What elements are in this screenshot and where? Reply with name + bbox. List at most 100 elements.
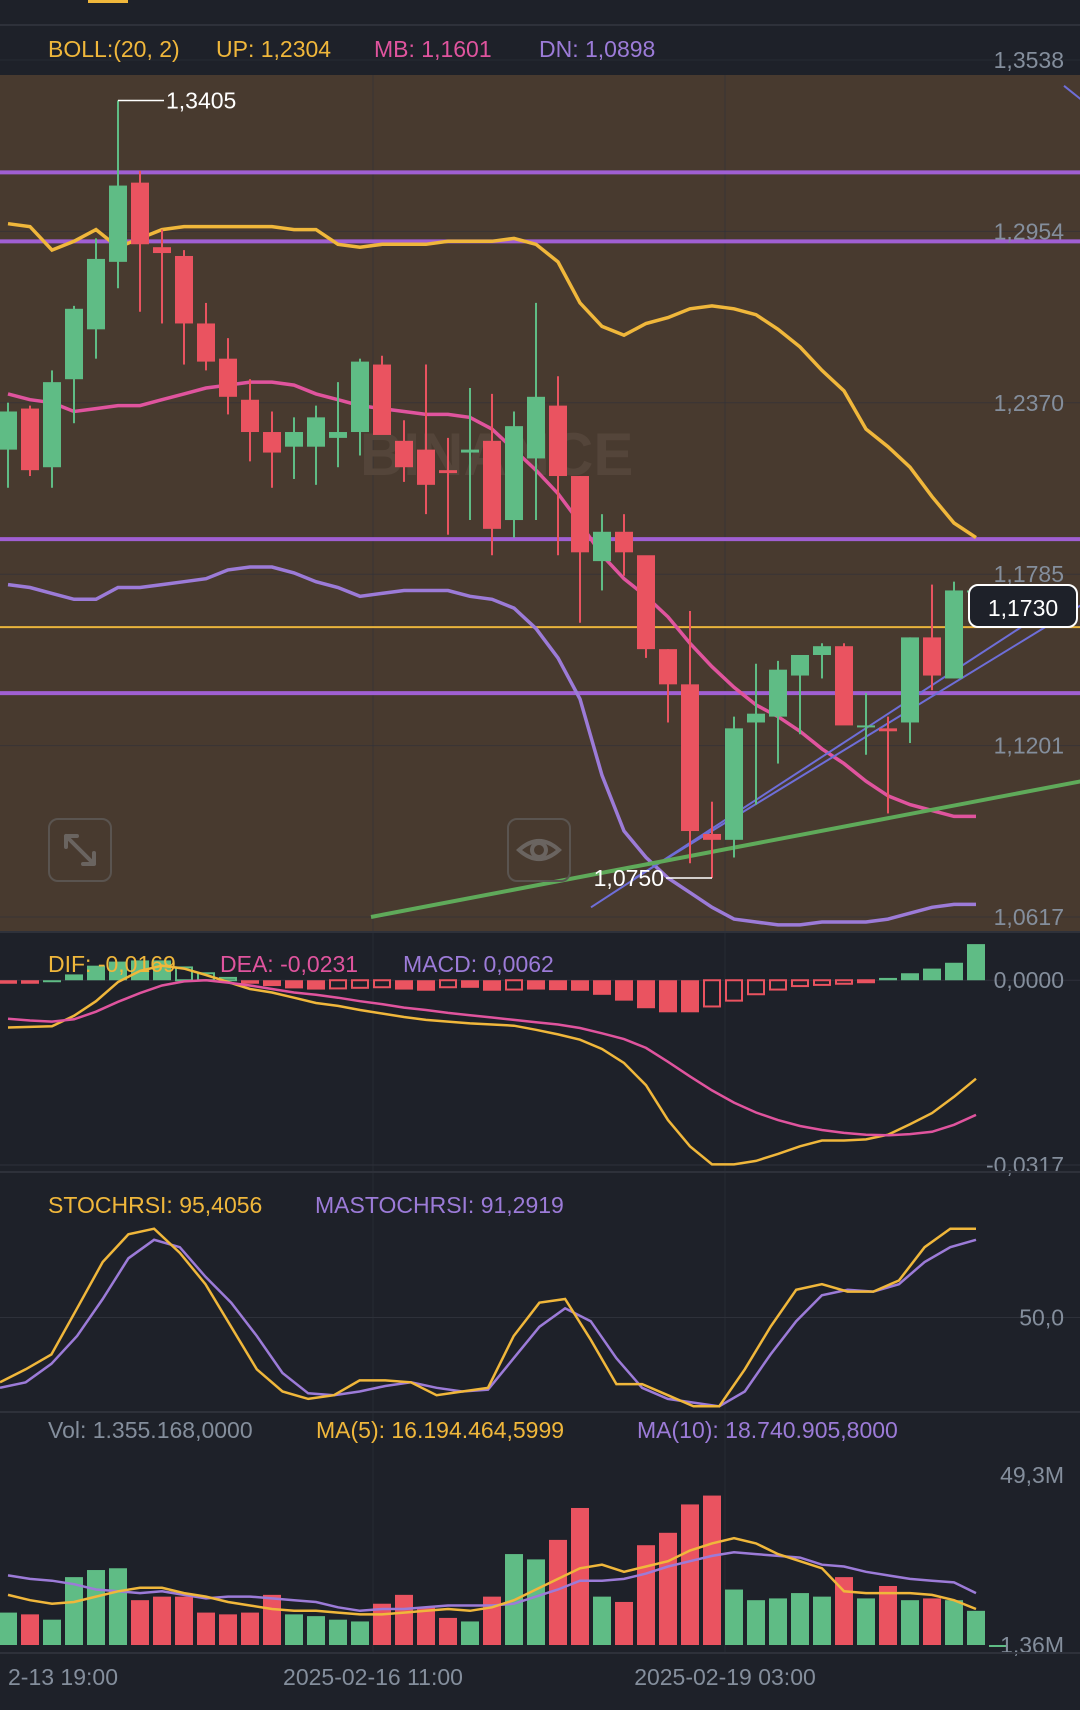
candle-body — [241, 399, 259, 433]
fullscreen-icon — [64, 834, 96, 866]
boll-legend-up: UP: 1,2304 — [216, 36, 331, 62]
macd-histogram-bar — [879, 977, 897, 981]
macd-panel[interactable]: 0,0000 -0,0317 DIF: -0,0169 DEA: -0,0231 … — [0, 944, 1080, 1178]
volume-panel[interactable]: 49,3M 1,36M Vol: 1.355.168,0000 MA(5): 16… — [0, 1417, 1064, 1658]
macd-legend: DIF: -0,0169 DEA: -0,0231 MACD: 0,0062 — [48, 951, 554, 977]
visibility-button[interactable] — [507, 818, 571, 882]
current-price-label: 1,1730 — [988, 595, 1058, 621]
price-axis: 1,3538 1,2954 1,2370 1,1785 1,1201 1,0617 — [994, 47, 1065, 930]
candle-body — [483, 440, 501, 529]
macd-histogram-bar — [593, 980, 611, 995]
volume-bar — [813, 1596, 831, 1645]
candle-body — [747, 713, 765, 723]
volume-bar — [945, 1600, 963, 1645]
macd-histogram-bar — [351, 979, 369, 989]
macd-histogram-bar — [923, 968, 941, 981]
dif-line — [7, 964, 977, 1166]
fullscreen-button[interactable] — [48, 818, 112, 882]
price-axis-label: 1,3538 — [994, 47, 1064, 73]
volume-bar — [307, 1616, 325, 1645]
volume-axis-label: 1,36M — [1000, 1632, 1064, 1658]
candle-body — [945, 590, 963, 679]
candle-body — [43, 382, 61, 468]
macd-histogram-bar — [747, 979, 765, 996]
trend-line — [634, 604, 1080, 879]
volume-bar — [109, 1568, 127, 1645]
volume-bar — [153, 1596, 171, 1645]
macd-histogram-bar — [65, 974, 83, 981]
macd-axis: 0,0000 -0,0317 — [986, 967, 1064, 1178]
trend-line — [1063, 85, 1080, 100]
candle-body — [813, 646, 831, 656]
macd-histogram-bar — [43, 980, 61, 983]
macd-histogram-bar — [461, 980, 479, 988]
candle-body — [21, 408, 39, 471]
candle-body — [351, 361, 369, 433]
macd-histogram-bar — [571, 980, 589, 991]
time-axis-label: 2025-02-16 11:00 — [283, 1664, 463, 1690]
stochrsi-legend-d: MASTOCHRSI: 91,2919 — [315, 1192, 564, 1218]
candle-body — [373, 364, 391, 435]
macd-histogram-bar — [835, 979, 853, 985]
macd-histogram-bar — [527, 980, 545, 990]
candle-body — [835, 646, 853, 726]
macd-histogram-bar — [373, 979, 391, 989]
volume-bar — [241, 1612, 259, 1645]
macd-histogram-bar — [87, 965, 105, 981]
boll-lower-line — [7, 565, 976, 927]
volume-bar — [329, 1619, 347, 1645]
mastochrsi-line — [0, 1238, 977, 1408]
horizontal-lines — [0, 170, 1080, 696]
candle-body — [197, 323, 215, 362]
macd-histogram-bar — [285, 980, 303, 989]
candle-body — [857, 725, 875, 728]
candle-body — [219, 358, 237, 397]
candle-body — [769, 669, 787, 717]
macd-histogram-bar — [769, 979, 787, 991]
volume-bar — [791, 1593, 809, 1645]
candle-body — [329, 432, 347, 438]
current-price-tag: 1,1730 — [968, 584, 1078, 628]
stochrsi-axis: 50,0 — [1019, 1305, 1064, 1331]
volume-bar — [131, 1600, 149, 1645]
macd-legend-dif: DIF: -0,0169 — [48, 951, 176, 977]
macd-histogram-bar — [109, 961, 127, 981]
volume-legend-ma10: MA(10): 18.740.905,8000 — [637, 1417, 898, 1443]
macd-histogram-bar — [813, 979, 831, 986]
macd-histogram-bar — [901, 973, 919, 981]
volume-bar — [901, 1600, 919, 1645]
volume-bar — [659, 1532, 677, 1645]
volume-legend-ma5: MA(5): 16.194.464,5999 — [316, 1417, 564, 1443]
macd-histogram-bar — [329, 979, 347, 990]
macd-histogram-bar — [681, 980, 699, 1013]
top-tab-indicator — [88, 0, 128, 3]
volume-bar — [615, 1601, 633, 1645]
macd-histogram-bar — [791, 979, 809, 988]
volume-lines — [7, 1536, 977, 1616]
candle-body — [923, 637, 941, 676]
stochrsi-line — [0, 1227, 976, 1408]
macd-histogram-bar — [307, 980, 325, 990]
volume-bar — [857, 1598, 875, 1645]
volume-bar — [0, 1612, 17, 1645]
low-marker-label: 1,0750 — [594, 865, 664, 891]
macd-axis-label: 0,0000 — [994, 967, 1064, 993]
volume-bar — [197, 1612, 215, 1645]
candle-body — [153, 247, 171, 254]
volume-bar — [417, 1607, 435, 1645]
volume-bar — [637, 1545, 655, 1645]
stochrsi-panel[interactable]: 50,0 STOCHRSI: 95,4056 MASTOCHRSI: 91,29… — [0, 1192, 1080, 1408]
volume-bar — [65, 1577, 83, 1645]
volume-bar — [461, 1621, 479, 1645]
volume-bar — [527, 1559, 545, 1645]
candle-body — [505, 426, 523, 521]
price-axis-label: 1,1201 — [994, 733, 1064, 759]
candle-body — [659, 649, 677, 685]
price-axis-label: 1,0617 — [994, 904, 1064, 930]
volume-bar — [879, 1585, 897, 1645]
volume-bars — [0, 1495, 1007, 1647]
volume-bar — [989, 1645, 1007, 1647]
candle-body — [0, 411, 17, 450]
